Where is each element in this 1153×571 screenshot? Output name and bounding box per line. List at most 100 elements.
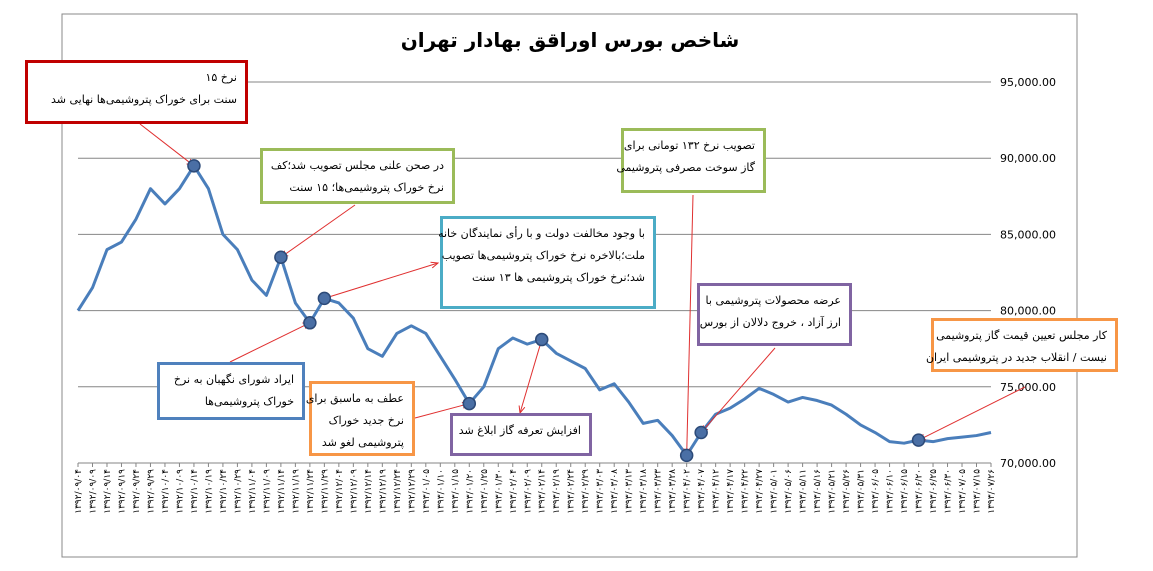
x-tick-label: ۱۳۹۲/۱۲/۰۴: [335, 469, 345, 514]
x-tick-label: ۱۳۹۳/۰۶/۰۵: [871, 469, 881, 514]
x-tick-label: ۱۳۹۲/۱۱/۲۹: [320, 469, 330, 514]
arrow: [520, 339, 543, 413]
annotation-text: ایراد شورای نگهبان به نرخ: [173, 373, 294, 386]
x-tick-label: ۱۳۹۳/۰۳/۲۳: [654, 469, 664, 514]
annotation-text: نرخ خوراک پتروشیمی‌ها؛ ۱۵ سنت: [289, 181, 444, 194]
highlight-point: [679, 448, 694, 463]
annotation-box: تصویب نرخ ۱۳۲ تومانی برای گاز سوخت مصرفی …: [616, 128, 766, 193]
x-tick-label: ۱۳۹۲/۱۱/۱۴: [277, 469, 287, 514]
x-tick-label: ۱۳۹۳/۰۲/۱۹: [552, 469, 562, 514]
x-tick-label: ۱۳۹۳/۰۳/۱۸: [639, 469, 649, 514]
x-tick-label: ۱۳۹۲/۱۱/۰۹: [262, 469, 272, 514]
x-tick-label: ۱۳۹۲/۰۹/۰۴: [74, 469, 84, 514]
y-tick-label: 90,000.00: [1000, 152, 1056, 165]
highlight-point: [911, 433, 926, 447]
x-tick-label: ۱۳۹۳/۰۵/۳۱: [857, 469, 867, 514]
y-tick-label: 95,000.00: [1000, 76, 1056, 89]
x-tick-label: ۱۳۹۳/۰۲/۲۴: [567, 469, 577, 514]
annotation-text: خوراک پتروشیمی‌ها: [204, 395, 294, 408]
annotation-box: کار مجلس تعیین قیمت گاز پتروشیمی نیست / ا…: [926, 318, 1118, 372]
annotation-box: ایراد شورای نگهبان به نرخ خوراک پتروشیمی‌…: [157, 362, 305, 420]
x-tick-label: ۱۳۹۳/۰۷/۱۵: [973, 469, 983, 514]
x-tick-label: ۱۳۹۳/۰۶/۲۵: [929, 469, 939, 514]
x-tick-label: ۱۳۹۳/۰۴/۲۲: [741, 469, 751, 514]
annotation-text: ملت؛بالاخره نرخ خوراک پتروشیمی‌ها تصویب: [441, 249, 645, 262]
annotation-text: با وجود مخالفت دولت و با رأی نمایندگان خ…: [438, 227, 645, 240]
x-tick-label: ۱۳۹۳/۰۳/۰۸: [610, 469, 620, 514]
x-tick-label: ۱۳۹۲/۱۰/۱۴: [190, 469, 200, 514]
y-tick-label: 75,000.00: [1000, 381, 1056, 394]
annotation-text: افزایش تعرفه گاز ابلاغ شد: [458, 424, 581, 437]
x-tick-label: ۱۳۹۲/۱۱/۱۹: [291, 469, 301, 514]
x-tick-label: ۱۳۹۳/۰۴/۱۲: [712, 469, 722, 514]
x-tick-label: ۱۳۹۳/۰۶/۳۰: [944, 469, 954, 514]
highlight-point: [534, 332, 549, 347]
x-tick-label: ۱۳۹۳/۰۳/۲۸: [668, 469, 678, 514]
annotation-text: عرضه محصولات پتروشیمی با: [705, 294, 841, 307]
x-tick-label: ۱۳۹۳/۰۵/۲۱: [828, 469, 838, 514]
x-tick-label: ۱۳۹۳/۰۶/۱۰: [886, 469, 896, 514]
highlight-point: [303, 316, 317, 330]
x-tick-label: ۱۳۹۳/۰۶/۱۵: [900, 469, 910, 514]
x-tick-label: ۱۳۹۲/۱۰/۲۴: [219, 469, 229, 514]
x-tick-label: ۱۳۹۲/۱۰/۰۴: [161, 469, 171, 514]
annotation-text: نرخ جدید خوراک: [328, 414, 404, 427]
annotation-text: گاز سوخت مصرفی پتروشیمی: [616, 161, 755, 174]
arrow: [229, 323, 310, 363]
annotation-box: با وجود مخالفت دولت و با رأی نمایندگان خ…: [438, 216, 656, 309]
highlight-point: [317, 291, 332, 306]
arrow: [414, 404, 469, 419]
x-tick-label: ۱۳۹۳/۰۵/۰۱: [770, 469, 780, 514]
annotation-text: سنت برای خوراک پتروشیمی‌ها نهایی شد: [51, 93, 237, 106]
x-tick-label: ۱۳۹۳/۰۲/۱۴: [538, 469, 548, 514]
x-tick-label: ۱۳۹۲/۱۰/۲۹: [233, 469, 243, 514]
annotation-text: پتروشیمی لغو شد: [321, 436, 404, 449]
arrow: [701, 347, 776, 433]
x-tick-label: ۱۳۹۲/۱۰/۱۹: [204, 469, 214, 514]
annotation-box: عطف به ماسبق برای نرخ جدید خوراک پتروشیمی …: [305, 381, 415, 456]
x-tick-label: ۱۳۹۳/۰۴/۱۷: [726, 469, 736, 514]
x-tick-label: ۱۳۹۳/۰۱/۲۰: [465, 469, 475, 514]
annotation-text: نرخ ۱۵: [205, 71, 237, 84]
x-tick-label: ۱۳۹۳/۰۶/۲۰: [915, 469, 925, 514]
highlight-point: [274, 250, 288, 265]
x-tick-label: ۱۳۹۳/۰۱/۱۰: [436, 469, 446, 514]
x-tick-label: ۱۳۹۳/۰۲/۰۴: [509, 469, 519, 514]
y-tick-label: 80,000.00: [1000, 305, 1056, 318]
x-tick-label: ۱۳۹۲/۱۲/۲۹: [407, 469, 417, 514]
annotation-box: در صحن علنی مجلس تصویب شد؛کف نرخ خوراک پت…: [260, 148, 455, 204]
annotation-text: ارز آزاد ، خروج دلالان از بورس: [699, 316, 841, 329]
x-tick-label: ۱۳۹۳/۰۳/۱۳: [625, 469, 635, 514]
x-tick-label: ۱۳۹۳/۰۵/۱۱: [799, 469, 809, 514]
arrow: [139, 123, 194, 166]
x-tick-label: ۱۳۹۳/۰۱/۳۰: [494, 469, 504, 514]
x-tick-label: ۱۳۹۲/۰۹/۱۴: [103, 469, 113, 514]
x-tick-label: ۱۳۹۳/۰۴/۰۲: [683, 469, 693, 514]
arrow: [687, 194, 694, 455]
x-tick-label: ۱۳۹۲/۱۲/۱۴: [364, 469, 374, 514]
annotation-box: افزایش تعرفه گاز ابلاغ شد: [450, 413, 592, 456]
highlight-point: [694, 425, 708, 440]
x-tick-label: ۱۳۹۳/۰۵/۲۶: [842, 469, 852, 514]
x-tick-label: ۱۳۹۲/۱۰/۰۹: [175, 469, 185, 514]
arrow: [281, 204, 356, 257]
x-tick-label: ۱۳۹۳/۰۱/۰۵: [422, 469, 432, 514]
x-tick-label: ۱۳۹۳/۰۷/۲۶: [987, 469, 997, 514]
x-tick-label: ۱۳۹۲/۰۹/۰۹: [88, 469, 98, 514]
x-tick-label: ۱۳۹۲/۱۲/۱۹: [378, 469, 388, 514]
annotation-text: کار مجلس تعیین قیمت گاز پتروشیمی: [936, 329, 1107, 342]
annotation-text: تصویب نرخ ۱۳۲ تومانی برای: [623, 139, 755, 152]
x-tick-label: ۱۳۹۲/۰۹/۱۹: [117, 469, 127, 514]
annotation-text: عطف به ماسبق برای: [305, 392, 404, 405]
x-tick-label: ۱۳۹۳/۰۵/۱۶: [813, 469, 823, 514]
x-tick-label: ۱۳۹۳/۰۵/۰۶: [784, 469, 794, 514]
x-tick-label: ۱۳۹۲/۰۹/۲۹: [146, 469, 156, 514]
chart-title: شاخص بورس اوراقق بهادار تهران: [401, 28, 740, 52]
x-tick-label: ۱۳۹۲/۱۲/۰۹: [349, 469, 359, 514]
x-tick-label: ۱۳۹۲/۱۱/۲۴: [306, 469, 316, 514]
x-tick-label: ۱۳۹۳/۰۳/۰۳: [596, 469, 606, 514]
x-tick-label: ۱۳۹۳/۰۱/۱۵: [451, 469, 461, 514]
x-tick-label: ۱۳۹۳/۰۴/۰۷: [697, 469, 707, 514]
annotation-box: نرخ ۱۵ سنت برای خوراک پتروشیمی‌ها نهایی ش…: [25, 60, 248, 124]
x-tick-label: ۱۳۹۳/۰۲/۰۹: [523, 469, 533, 514]
